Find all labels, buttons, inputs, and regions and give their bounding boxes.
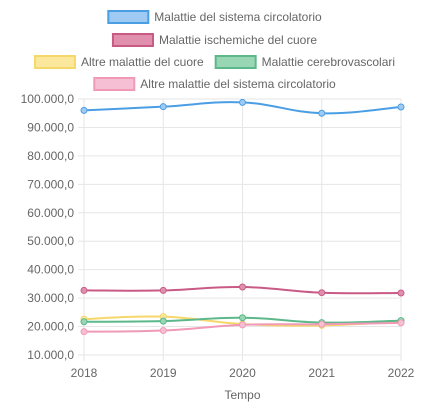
legend-swatch: [111, 33, 154, 47]
data-point[interactable]: [239, 283, 246, 291]
y-tick-label: 40.000,0: [27, 263, 74, 277]
data-point[interactable]: [80, 328, 88, 336]
legend-label: Malattie del sistema circolatorio: [154, 10, 322, 24]
x-tick-label: 2019: [150, 366, 177, 380]
data-point[interactable]: [80, 106, 88, 114]
data-point[interactable]: [318, 320, 326, 328]
data-point[interactable]: [397, 319, 405, 327]
data-point[interactable]: [397, 103, 405, 111]
legend-swatch: [93, 77, 136, 91]
legend-label: Altre malattie del cuore: [81, 55, 204, 69]
data-point[interactable]: [397, 289, 405, 297]
x-tick-label: 2021: [308, 366, 335, 380]
legend-item[interactable]: Malattie ischemiche del cuore: [111, 33, 317, 47]
y-tick-label: 100.000,0: [21, 92, 75, 106]
legend-item[interactable]: Malattie cerebrovascolari: [214, 55, 395, 69]
data-point[interactable]: [159, 327, 167, 335]
data-point[interactable]: [318, 289, 326, 297]
x-tick-label: 2020: [229, 366, 256, 380]
legend-swatch: [33, 55, 76, 69]
data-point[interactable]: [239, 314, 246, 322]
legend-item[interactable]: Malattie del sistema circolatorio: [107, 10, 322, 24]
legend-label: Malattie ischemiche del cuore: [159, 33, 317, 47]
y-tick-label: 10.000,0: [27, 348, 74, 362]
y-tick-label: 90.000,0: [27, 120, 74, 134]
data-point[interactable]: [239, 321, 246, 329]
data-point[interactable]: [239, 98, 246, 106]
data-point[interactable]: [80, 318, 88, 326]
y-tick-label: 80.000,0: [27, 149, 74, 163]
y-tick-label: 60.000,0: [27, 206, 74, 220]
x-axis-title: Tempo: [224, 388, 260, 402]
data-point[interactable]: [159, 286, 167, 294]
y-axis: 10.000,0 20.000,0 30.000,0 40.000,0 50.000,0…: [21, 92, 75, 362]
data-point[interactable]: [159, 317, 167, 325]
y-tick-label: 30.000,0: [27, 291, 74, 305]
series-4: [80, 319, 405, 336]
y-tick-label: 70.000,0: [27, 177, 74, 191]
legend-label: Malattie cerebrovascolari: [262, 55, 395, 69]
x-tick-label: 2018: [71, 366, 98, 380]
series-0: [80, 98, 405, 117]
legend-item[interactable]: Altre malattie del cuore: [33, 55, 204, 69]
legend-item[interactable]: Altre malattie del sistema circolatorio: [93, 77, 336, 91]
series-layer: [80, 98, 405, 336]
y-tick-label: 20.000,0: [27, 320, 74, 334]
x-tick-label: 2022: [388, 366, 415, 380]
y-tick-label: 50.000,0: [27, 234, 74, 248]
series-1: [80, 283, 405, 297]
legend-swatch: [107, 10, 150, 24]
data-point[interactable]: [159, 103, 167, 111]
legend-label: Altre malattie del sistema circolatorio: [140, 77, 336, 91]
data-point[interactable]: [80, 286, 88, 294]
data-point[interactable]: [318, 109, 326, 117]
x-axis: 2018 2019 2020 2021 2022: [71, 366, 415, 380]
legend: Malattie del sistema circolatorio Malatti…: [33, 10, 395, 91]
legend-swatch: [214, 55, 257, 69]
